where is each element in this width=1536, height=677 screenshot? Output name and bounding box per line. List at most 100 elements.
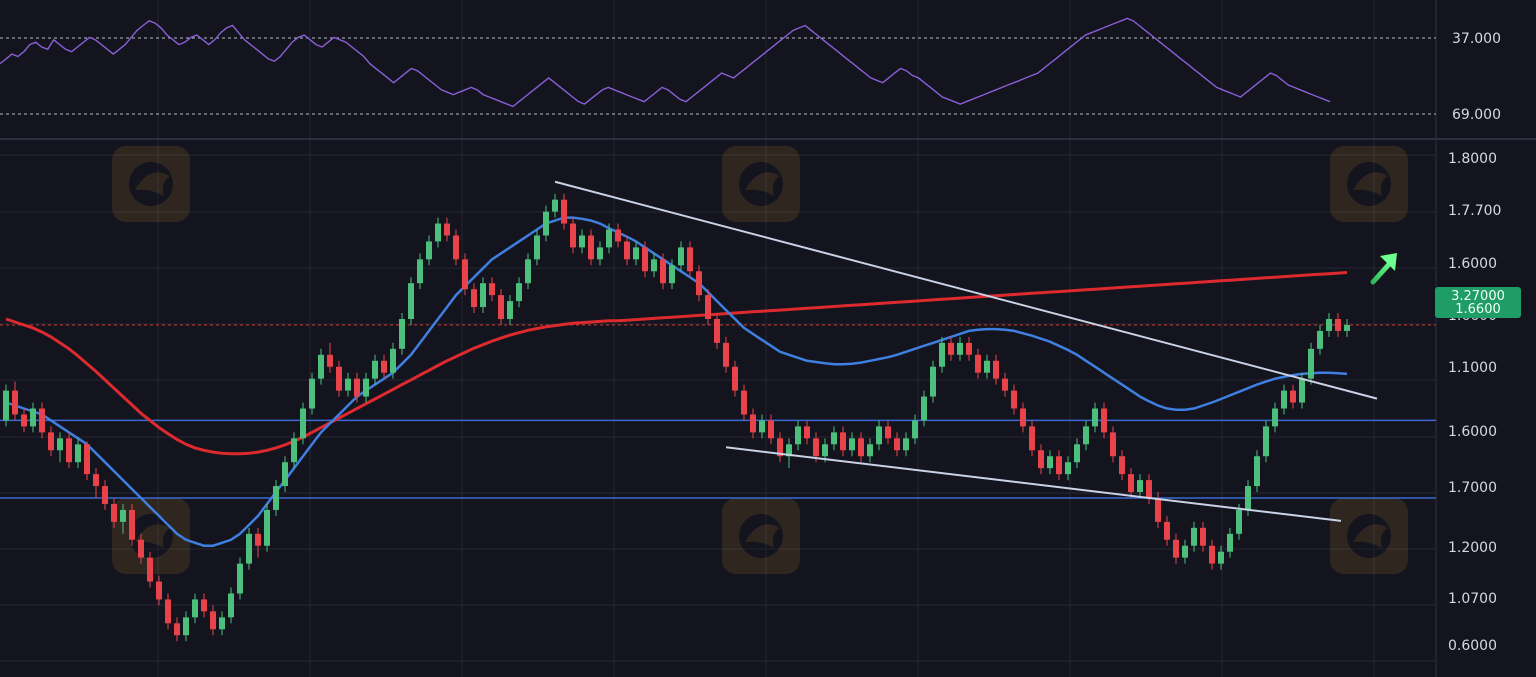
candle-body-130 bbox=[1173, 539, 1179, 558]
price-tick-label-9: 0.6000 bbox=[1448, 638, 1497, 654]
candle-body-140 bbox=[1263, 426, 1269, 457]
candle-body-100 bbox=[903, 438, 909, 451]
candle-body-79 bbox=[714, 319, 720, 343]
candle-body-107 bbox=[966, 342, 972, 355]
candle-body-44 bbox=[399, 319, 405, 349]
candle-body-121 bbox=[1092, 408, 1098, 427]
candle-body-76 bbox=[687, 247, 693, 272]
watermarks bbox=[112, 146, 1408, 574]
trendline-0 bbox=[554, 180, 1378, 400]
candle-body-53 bbox=[480, 283, 486, 308]
candle-body-61 bbox=[552, 199, 558, 212]
moving-average-fast bbox=[5, 216, 1348, 547]
candle-body-108 bbox=[975, 354, 981, 373]
candle-body-142 bbox=[1281, 390, 1287, 409]
candle-body-111 bbox=[1002, 378, 1008, 391]
candle-body-113 bbox=[1020, 408, 1026, 427]
candle-body-80 bbox=[723, 342, 729, 367]
candle-body-29 bbox=[264, 509, 270, 546]
candle-body-60 bbox=[543, 211, 549, 236]
candle-body-144 bbox=[1299, 378, 1305, 403]
oscillator-tick-label-1: 69.000 bbox=[1452, 107, 1501, 123]
price-axis: 37.000 69.000 1.8000 1.7.700 1.6000 1.6600 1.1… bbox=[1448, 31, 1501, 654]
candle-body-55 bbox=[498, 295, 504, 319]
candle-body-96 bbox=[867, 444, 873, 457]
candle-body-97 bbox=[876, 426, 882, 445]
candle-body-1 bbox=[12, 390, 18, 415]
price-tick-label-6: 1.7000 bbox=[1448, 480, 1497, 496]
candle-body-84 bbox=[759, 420, 765, 433]
candle-body-136 bbox=[1227, 533, 1233, 552]
candle-body-31 bbox=[282, 462, 288, 487]
candle-body-18 bbox=[165, 599, 171, 624]
candle-body-28 bbox=[255, 533, 261, 546]
candle-body-117 bbox=[1056, 456, 1062, 475]
candle-body-24 bbox=[219, 617, 225, 630]
candle-body-57 bbox=[516, 283, 522, 302]
candle-body-67 bbox=[606, 229, 612, 248]
candle-body-95 bbox=[858, 438, 864, 457]
watermark-logo-1 bbox=[112, 146, 190, 222]
candles bbox=[3, 193, 1350, 642]
candle-body-32 bbox=[291, 438, 297, 463]
candle-body-58 bbox=[525, 259, 531, 284]
candle-body-33 bbox=[300, 408, 306, 439]
candle-body-2 bbox=[21, 414, 27, 427]
candle-body-137 bbox=[1236, 509, 1242, 534]
candle-body-7 bbox=[66, 438, 72, 463]
candle-body-135 bbox=[1218, 551, 1224, 564]
candle-body-110 bbox=[993, 360, 999, 379]
price-tick-label-1: 1.7.700 bbox=[1448, 203, 1501, 219]
candle-body-82 bbox=[741, 390, 747, 415]
candle-body-22 bbox=[201, 599, 207, 612]
oscillator-line bbox=[0, 17, 1331, 108]
candle-body-20 bbox=[183, 617, 189, 636]
candle-body-94 bbox=[849, 438, 855, 451]
candle-body-74 bbox=[669, 265, 675, 284]
candle-body-0 bbox=[3, 390, 9, 421]
candle-body-14 bbox=[129, 509, 135, 540]
candle-body-49 bbox=[444, 223, 450, 236]
candle-body-38 bbox=[345, 378, 351, 391]
candle-body-86 bbox=[777, 438, 783, 457]
candle-body-35 bbox=[318, 354, 324, 379]
candle-body-69 bbox=[624, 241, 630, 260]
candle-body-122 bbox=[1101, 408, 1107, 433]
candle-body-87 bbox=[786, 444, 792, 457]
candle-body-134 bbox=[1209, 545, 1215, 564]
watermark-logo-2 bbox=[722, 146, 800, 222]
candle-body-145 bbox=[1308, 348, 1314, 379]
candle-body-36 bbox=[327, 354, 333, 367]
candle-body-72 bbox=[651, 259, 657, 272]
candle-body-65 bbox=[588, 235, 594, 260]
candle-body-64 bbox=[579, 235, 585, 248]
candle-body-48 bbox=[435, 223, 441, 242]
candle-body-68 bbox=[615, 229, 621, 242]
candle-body-54 bbox=[489, 283, 495, 296]
oscillator-panel bbox=[0, 17, 1436, 115]
candle-body-115 bbox=[1038, 450, 1044, 469]
candle-body-70 bbox=[633, 247, 639, 260]
candle-body-50 bbox=[453, 235, 459, 260]
candle-body-19 bbox=[174, 623, 180, 636]
candle-body-26 bbox=[237, 563, 243, 594]
candle-body-73 bbox=[660, 259, 666, 284]
last-price-badge-line-2: 1.6600 bbox=[1455, 301, 1501, 317]
candle-body-10 bbox=[93, 474, 99, 487]
trendline-1 bbox=[725, 446, 1342, 522]
candle-body-81 bbox=[732, 366, 738, 391]
candle-body-98 bbox=[885, 426, 891, 439]
candle-body-25 bbox=[228, 593, 234, 618]
candle-body-148 bbox=[1335, 319, 1341, 331]
candle-body-132 bbox=[1191, 527, 1197, 546]
candle-body-27 bbox=[246, 533, 252, 564]
candle-body-42 bbox=[381, 360, 387, 373]
candle-body-17 bbox=[156, 581, 162, 600]
last-price-badge: 3.27000 1.6600 bbox=[1435, 287, 1521, 318]
candle-body-90 bbox=[813, 438, 819, 457]
candle-body-127 bbox=[1146, 480, 1152, 498]
candle-body-103 bbox=[930, 366, 936, 397]
candle-body-89 bbox=[804, 426, 810, 439]
